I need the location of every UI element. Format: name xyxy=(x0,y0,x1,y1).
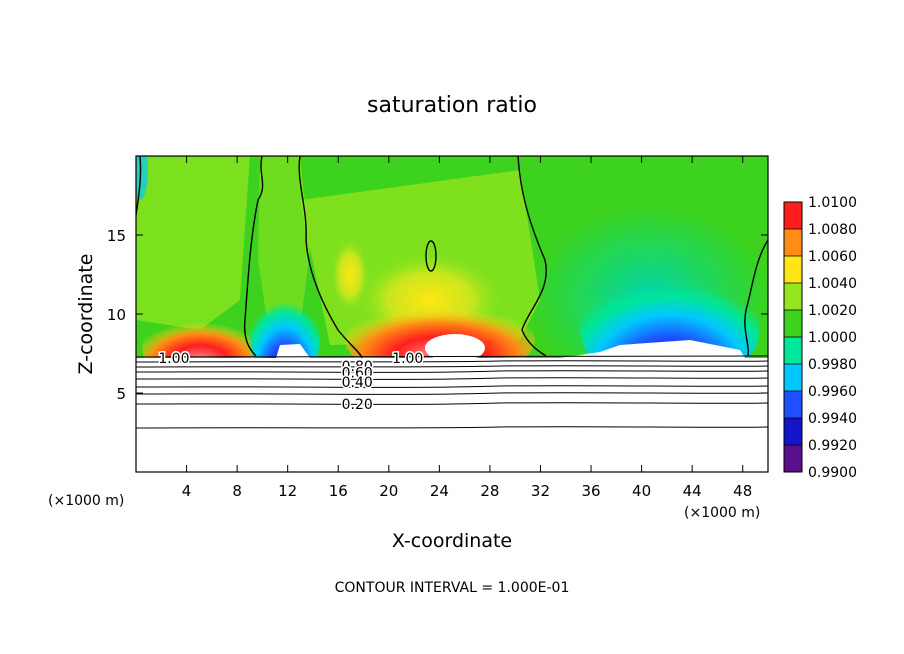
colorbar-label: 1.0100 xyxy=(808,195,857,211)
x-tick-label: 24 xyxy=(430,482,449,500)
contour-label: 0.60 xyxy=(342,365,373,381)
colorbar-swatch xyxy=(784,337,802,364)
y-axis-label: Z-coordinate xyxy=(75,254,97,375)
x-tick-label: 8 xyxy=(232,482,242,500)
contour-label: 0.80 xyxy=(342,359,373,375)
x-tick-label: 12 xyxy=(278,482,297,500)
colorbar-swatch xyxy=(784,229,802,256)
contour-interval-note: CONTOUR INTERVAL = 1.000E-01 xyxy=(335,580,570,596)
colorbar-label: 1.0000 xyxy=(808,330,857,346)
colorbar-swatch xyxy=(784,202,802,229)
colorbar-swatch xyxy=(784,418,802,445)
x-tick-label: 44 xyxy=(683,482,702,500)
colorbar-label: 0.9940 xyxy=(808,411,857,427)
x-tick-label: 40 xyxy=(632,482,651,500)
x-tick-label: 16 xyxy=(329,482,348,500)
colorbar: 0.9900 0.9920 0.9940 0.9960 0.9980 1.0000 1.00… xyxy=(783,195,857,481)
saturation-field: 1.00 1.00 0.800.600.40 0.20 xyxy=(136,156,768,472)
chart-title: saturation ratio xyxy=(367,93,537,118)
colorbar-swatch xyxy=(784,256,802,283)
colorbar-label: 1.0020 xyxy=(808,303,857,319)
contour-label: 0.20 xyxy=(342,397,373,413)
colorbar-label: 0.9900 xyxy=(808,465,857,481)
x-tick-label: 36 xyxy=(581,482,600,500)
contour-label: 0.40 xyxy=(342,375,373,391)
colorbar-swatch xyxy=(784,310,802,337)
x-tick-label: 20 xyxy=(379,482,398,500)
colorbar-label: 0.9960 xyxy=(808,384,857,400)
contour-label: 1.00 xyxy=(158,351,189,367)
colorbar-label: 1.0040 xyxy=(808,276,857,292)
x-tick-label: 32 xyxy=(531,482,550,500)
colorbar-label: 1.0060 xyxy=(808,249,857,265)
colorbar-swatch xyxy=(784,364,802,391)
colorbar-label: 0.9980 xyxy=(808,357,857,373)
x-unit-right: (×1000 m) xyxy=(684,505,760,521)
colorbar-label: 1.0080 xyxy=(808,222,857,238)
colorbar-label: 0.9920 xyxy=(808,438,857,454)
colorbar-swatch xyxy=(784,283,802,310)
y-tick-label: 5 xyxy=(116,385,126,403)
x-axis: 4 8 12 16 20 24 28 32 36 40 44 48 xyxy=(182,156,752,500)
x-tick-label: 28 xyxy=(480,482,499,500)
contour-labels: 1.00 1.00 0.800.600.40 0.20 xyxy=(157,350,425,415)
x-tick-label: 48 xyxy=(733,482,752,500)
colorbar-swatch xyxy=(784,445,802,472)
contour-label: 1.00 xyxy=(392,351,423,367)
x-unit-left: (×1000 m) xyxy=(48,493,124,509)
y-tick-label: 15 xyxy=(107,227,126,245)
contour-lines-lower xyxy=(136,355,768,429)
y-axis: 5 10 15 xyxy=(107,227,768,403)
y-tick-label: 10 xyxy=(107,306,126,324)
x-axis-label: X-coordinate xyxy=(392,530,512,552)
colorbar-swatch xyxy=(784,391,802,418)
x-tick-label: 4 xyxy=(182,482,192,500)
